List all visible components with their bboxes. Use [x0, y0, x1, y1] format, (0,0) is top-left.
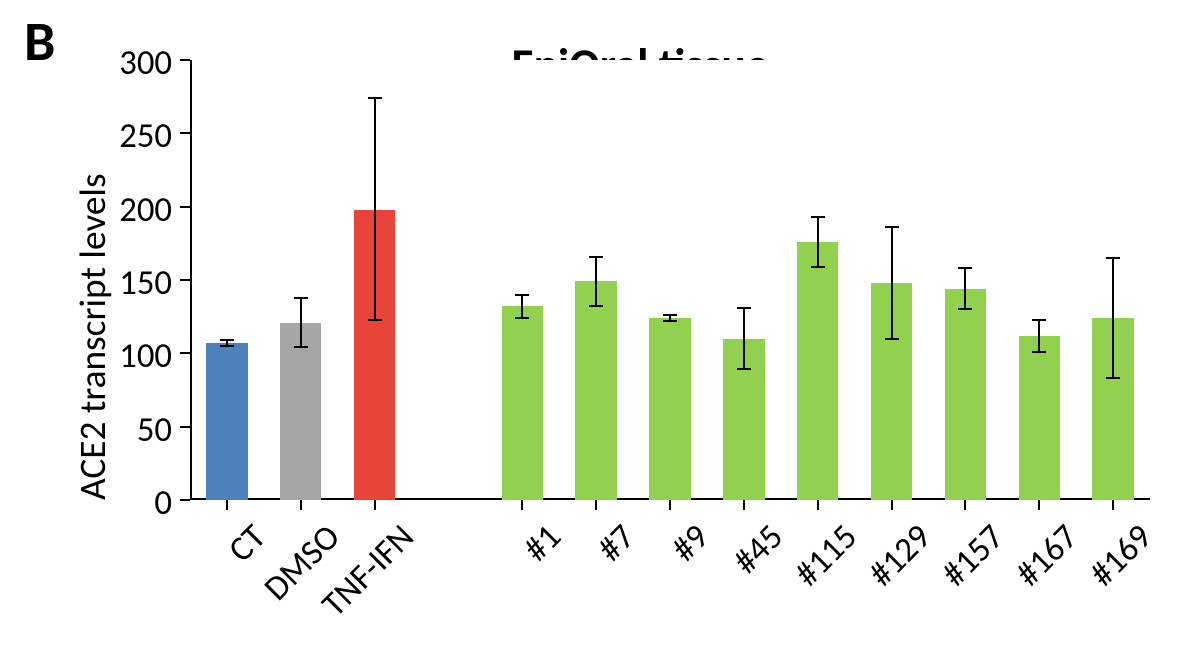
- x-tick-mark: [1038, 500, 1040, 510]
- error-bar-cap-bottom: [737, 368, 751, 370]
- y-tick-label: 0: [100, 482, 172, 524]
- error-bar-line: [374, 98, 376, 319]
- error-bar-cap-bottom: [515, 317, 529, 319]
- bar: [797, 242, 838, 500]
- error-bar-cap-bottom: [885, 338, 899, 340]
- error-bar-line: [817, 217, 819, 267]
- x-tick-mark: [521, 500, 523, 510]
- y-tick-label: 250: [100, 115, 172, 157]
- error-bar-cap-top: [885, 226, 899, 228]
- error-bar-cap-top: [958, 267, 972, 269]
- error-bar-line: [521, 295, 523, 318]
- bar: [206, 343, 247, 500]
- x-tick-mark: [669, 500, 671, 510]
- bar: [280, 323, 321, 500]
- error-bar-cap-bottom: [589, 305, 603, 307]
- error-bar-cap-bottom: [294, 346, 308, 348]
- error-bar-cap-top: [589, 256, 603, 258]
- error-bar-cap-bottom: [220, 345, 234, 347]
- error-bar-cap-bottom: [368, 319, 382, 321]
- y-tick-mark: [180, 499, 190, 501]
- y-tick-mark: [180, 352, 190, 354]
- y-tick-label: 200: [100, 189, 172, 231]
- error-bar-cap-top: [220, 339, 234, 341]
- y-tick-mark: [180, 426, 190, 428]
- x-tick-mark: [964, 500, 966, 510]
- error-bar-cap-bottom: [1032, 351, 1046, 353]
- error-bar-line: [595, 257, 597, 307]
- x-tick-mark: [817, 500, 819, 510]
- error-bar-line: [1038, 320, 1040, 352]
- error-bar-cap-top: [737, 307, 751, 309]
- x-tick-mark: [891, 500, 893, 510]
- x-tick-mark: [300, 500, 302, 510]
- y-tick-mark: [180, 279, 190, 281]
- x-tick-mark: [374, 500, 376, 510]
- y-tick-mark: [180, 206, 190, 208]
- error-bar-line: [300, 298, 302, 348]
- bar: [575, 281, 616, 500]
- y-tick-mark: [180, 59, 190, 61]
- bar: [502, 306, 543, 500]
- error-bar-cap-top: [368, 97, 382, 99]
- y-tick-label: 150: [100, 262, 172, 304]
- error-bar-cap-top: [811, 216, 825, 218]
- error-bar-line: [1112, 258, 1114, 378]
- error-bar-cap-top: [663, 314, 677, 316]
- error-bar-line: [743, 308, 745, 370]
- bar: [1019, 336, 1060, 500]
- error-bar-line: [891, 227, 893, 338]
- x-tick-mark: [595, 500, 597, 510]
- x-tick-mark: [743, 500, 745, 510]
- error-bar-cap-bottom: [663, 320, 677, 322]
- error-bar-cap-bottom: [1106, 377, 1120, 379]
- x-tick-mark: [226, 500, 228, 510]
- panel-letter: B: [24, 8, 55, 76]
- error-bar-line: [964, 268, 966, 309]
- error-bar-cap-top: [515, 294, 529, 296]
- bar: [649, 318, 690, 500]
- error-bar-cap-top: [1106, 257, 1120, 259]
- figure-panel: B EpiOral tissue ACE2 transcript levels …: [0, 0, 1200, 668]
- error-bar-cap-bottom: [811, 266, 825, 268]
- bar: [945, 289, 986, 500]
- y-tick-label: 50: [100, 409, 172, 451]
- y-axis-line: [190, 60, 192, 500]
- y-tick-label: 300: [100, 42, 172, 84]
- y-tick-label: 100: [100, 335, 172, 377]
- y-tick-mark: [180, 132, 190, 134]
- error-bar-cap-top: [1032, 319, 1046, 321]
- error-bar-cap-top: [294, 297, 308, 299]
- x-tick-mark: [1112, 500, 1114, 510]
- plot-area: [190, 60, 1150, 500]
- error-bar-cap-bottom: [958, 308, 972, 310]
